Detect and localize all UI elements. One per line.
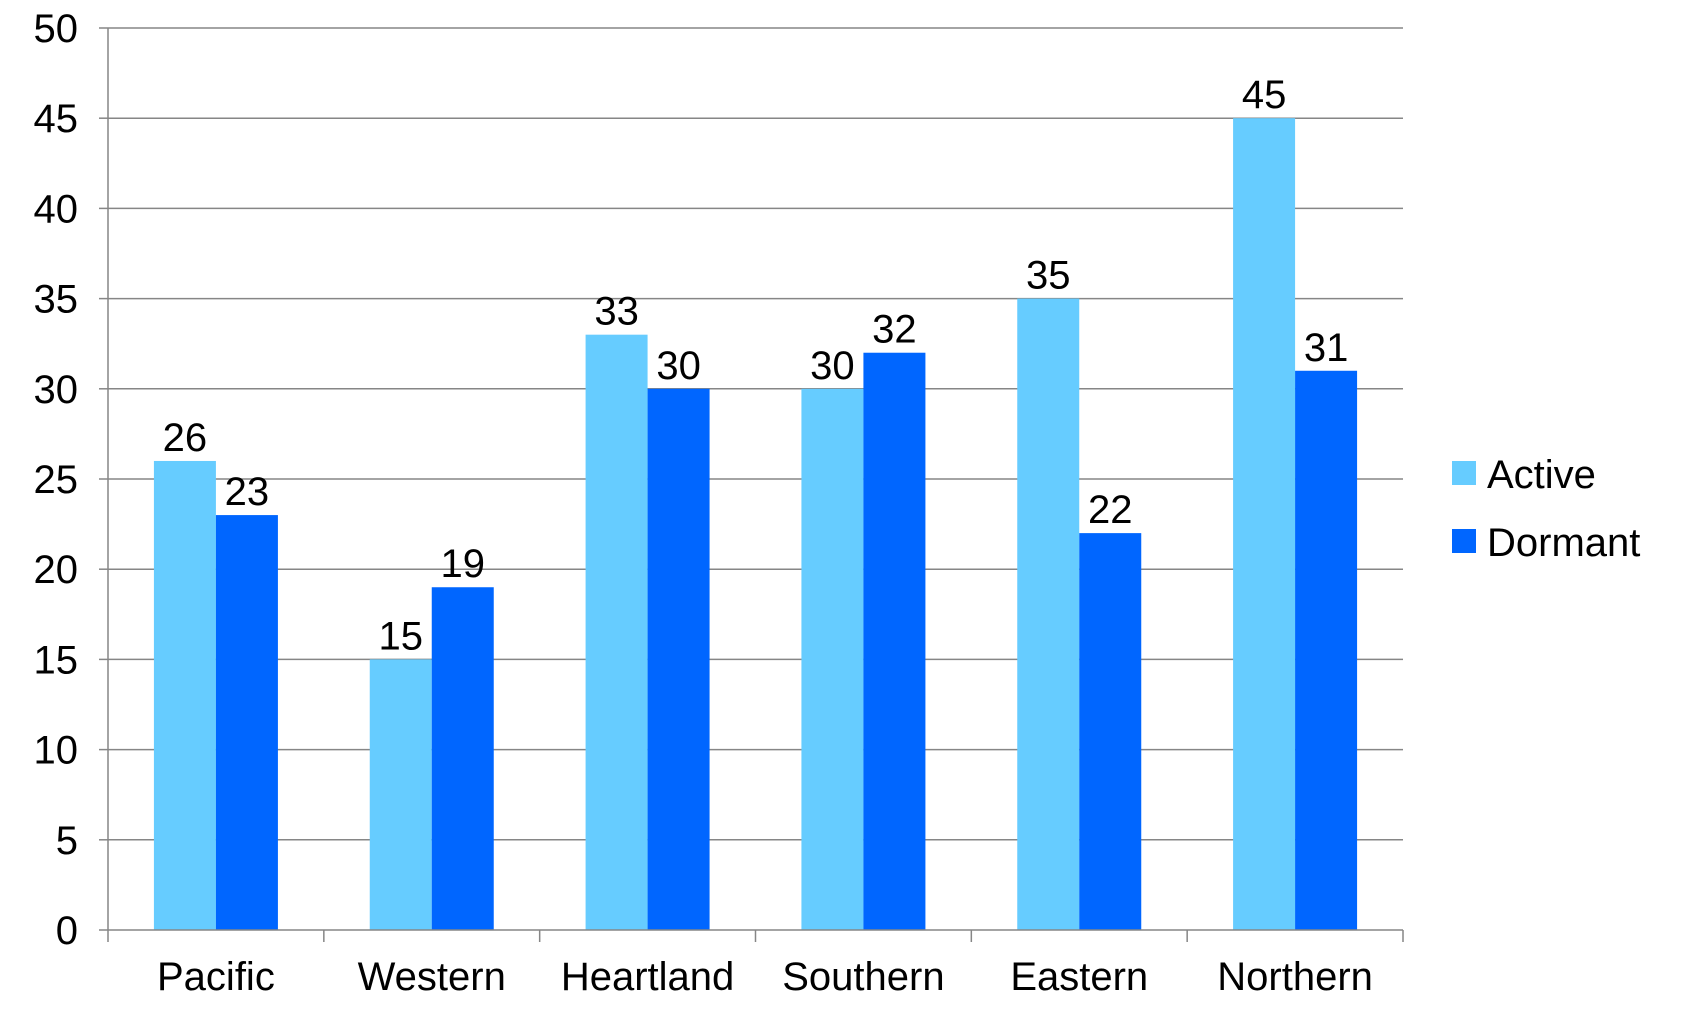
x-tick-label: Northern <box>1217 955 1373 999</box>
x-tick-label: Southern <box>782 955 944 999</box>
data-label: 35 <box>1026 254 1071 298</box>
data-labels: 26 23 15 19 33 30 30 32 35 22 45 31 <box>163 73 1349 658</box>
x-tick-label: Eastern <box>1010 955 1148 999</box>
bar-dormant-eastern <box>1079 533 1142 930</box>
x-tick-label: Heartland <box>561 955 734 999</box>
data-label: 23 <box>225 470 270 514</box>
legend: Active Dormant <box>1452 453 1640 565</box>
y-tick-label: 30 <box>34 368 79 412</box>
data-label: 15 <box>379 614 424 658</box>
y-tick-label: 25 <box>34 458 79 502</box>
data-label: 19 <box>441 542 486 586</box>
data-label: 30 <box>810 344 855 388</box>
axes: 0 5 10 15 20 25 30 35 40 45 50 Pacific Western Heartl… <box>34 7 1404 999</box>
legend-label: Dormant <box>1487 521 1640 565</box>
bar-dormant-southern <box>863 352 926 931</box>
data-label: 22 <box>1088 488 1133 532</box>
data-label: 30 <box>656 344 701 388</box>
y-tick-label: 10 <box>34 729 79 773</box>
legend-label: Active <box>1487 453 1596 497</box>
data-label: 32 <box>872 308 917 352</box>
data-label: 31 <box>1304 326 1349 370</box>
data-label: 26 <box>163 416 208 460</box>
bar-dormant-pacific <box>215 515 278 930</box>
y-tick-label: 0 <box>56 909 78 953</box>
bar-active-pacific <box>153 460 216 930</box>
bar-dormant-heartland <box>647 388 710 930</box>
y-tick-label: 35 <box>34 278 79 322</box>
bar-active-western <box>369 659 432 930</box>
y-tick-label: 45 <box>34 97 79 141</box>
bars <box>153 118 1358 931</box>
data-label: 33 <box>594 290 639 334</box>
y-tick-label: 15 <box>34 638 79 682</box>
y-tick-label: 20 <box>34 548 79 592</box>
bar-dormant-northern <box>1295 370 1358 930</box>
x-tick-label: Western <box>358 955 506 999</box>
x-tick-label: Pacific <box>157 955 275 999</box>
y-tick-label: 50 <box>34 7 79 51</box>
bar-dormant-western <box>431 587 494 930</box>
legend-swatch <box>1452 461 1476 485</box>
bar-active-northern <box>1233 118 1296 930</box>
y-tick-label: 5 <box>56 819 78 863</box>
bar-active-southern <box>801 388 864 930</box>
bar-active-eastern <box>1017 298 1080 931</box>
legend-swatch <box>1452 529 1476 553</box>
gridlines <box>108 27 1403 841</box>
bar-active-heartland <box>585 334 648 930</box>
data-label: 45 <box>1242 73 1287 117</box>
y-tick-label: 40 <box>34 187 79 231</box>
